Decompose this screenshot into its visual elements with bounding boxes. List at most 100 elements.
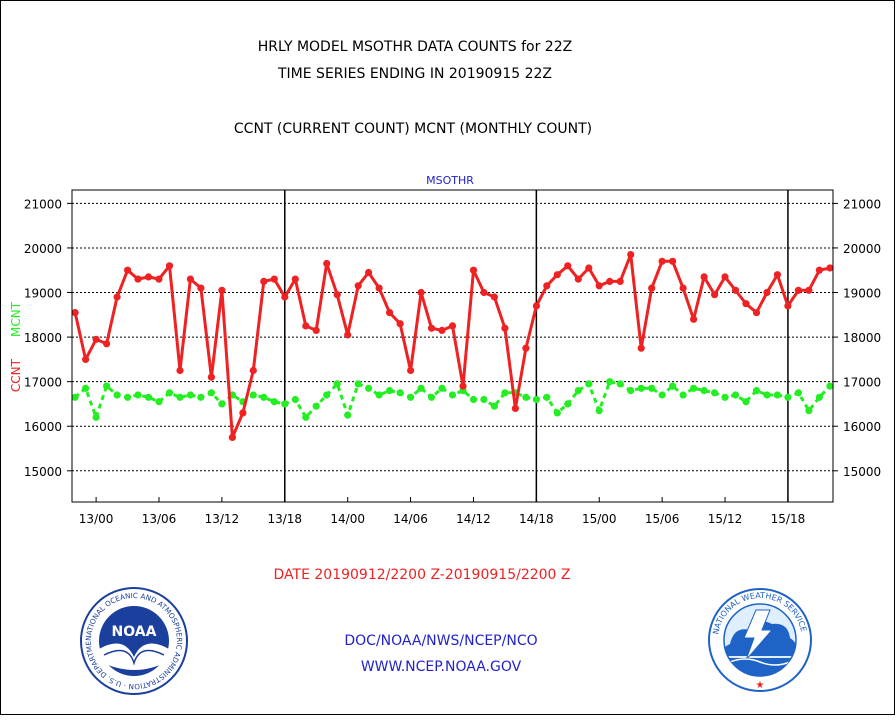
data-point-mcnt — [176, 393, 184, 401]
y-ticks: 15000 15000 16000 16000 17000 17000 18000 18000… — [24, 197, 881, 478]
data-point-ccnt — [165, 262, 174, 270]
data-point-ccnt — [690, 315, 698, 323]
ytick-label-left: 20000 — [24, 242, 62, 256]
data-point-ccnt — [773, 271, 782, 279]
data-point-mcnt — [564, 400, 572, 408]
data-point-ccnt — [375, 284, 383, 292]
data-point-ccnt — [731, 286, 740, 294]
data-point-ccnt — [805, 286, 813, 294]
title-line-2: TIME SERIES ENDING IN 20190915 22Z — [277, 66, 552, 82]
data-point-mcnt — [365, 384, 373, 392]
data-point-mcnt — [218, 400, 226, 408]
data-point-ccnt — [239, 409, 247, 417]
data-point-mcnt — [396, 389, 404, 397]
data-point-mcnt — [124, 393, 132, 401]
series-line-mcnt — [74, 380, 831, 419]
data-point-mcnt — [784, 393, 792, 401]
data-point-ccnt — [71, 309, 79, 317]
y-axis-label-mcnt: MCNT — [9, 301, 23, 337]
data-point-mcnt — [711, 389, 719, 397]
data-point-ccnt — [627, 251, 635, 259]
data-point-ccnt — [763, 288, 771, 297]
xtick-label: 13/12 — [205, 512, 240, 526]
data-point-mcnt — [197, 393, 205, 401]
data-point-mcnt — [92, 413, 100, 421]
title-line-1: HRLY MODEL MSOTHR DATA COUNTS for 22Z — [258, 39, 572, 55]
data-point-ccnt — [228, 433, 236, 441]
data-point-ccnt — [564, 262, 572, 270]
data-point-ccnt — [134, 275, 142, 283]
x-ticks: 13/00 13/06 13/12 13/18 14/00 14/06 14/12 14/18… — [79, 497, 805, 526]
data-point-ccnt — [270, 275, 278, 283]
y-axis-label-ccnt: CCNT — [9, 358, 23, 392]
nws-star-icon: ★ — [756, 680, 765, 691]
data-point-ccnt — [585, 264, 593, 272]
data-point-mcnt — [302, 413, 310, 421]
xtick-label: 13/00 — [79, 512, 114, 526]
grid-lines — [72, 202, 833, 472]
data-point-mcnt — [448, 391, 457, 399]
ytick-label-right: 21000 — [843, 197, 881, 211]
series-mcnt — [71, 378, 834, 421]
data-point-ccnt — [679, 284, 687, 292]
data-point-mcnt — [805, 407, 813, 415]
data-point-ccnt — [669, 257, 677, 265]
data-point-ccnt — [344, 331, 352, 339]
data-point-mcnt — [281, 400, 289, 408]
data-point-ccnt — [574, 275, 582, 283]
data-point-mcnt — [763, 391, 771, 399]
data-point-mcnt — [826, 382, 834, 390]
org-text: DOC/NOAA/NWS/NCEP/NCO — [344, 633, 537, 649]
data-point-ccnt — [113, 293, 121, 301]
data-point-mcnt — [270, 398, 278, 406]
data-point-ccnt — [616, 277, 624, 285]
data-point-mcnt — [165, 389, 174, 397]
data-point-mcnt — [721, 393, 729, 401]
xtick-label: 13/06 — [142, 512, 177, 526]
data-point-ccnt — [648, 284, 656, 292]
ytick-label-left: 15000 — [24, 465, 62, 479]
data-point-ccnt — [658, 257, 666, 265]
data-point-mcnt — [207, 389, 215, 397]
date-range: DATE 20190912/2200 Z-20190915/2200 Z — [274, 567, 571, 583]
data-point-mcnt — [249, 391, 257, 399]
noaa-logo-icon: NOAA NATIONAL OCEANIC AND ATMOSPHERIC AD… — [80, 587, 188, 695]
data-point-mcnt — [82, 384, 90, 392]
xtick-label: 15/06 — [645, 512, 680, 526]
data-point-ccnt — [323, 259, 331, 268]
data-point-mcnt — [616, 380, 624, 388]
data-point-mcnt — [742, 398, 750, 406]
xtick-label: 15/00 — [582, 512, 617, 526]
data-point-mcnt — [501, 389, 509, 397]
data-point-mcnt — [794, 389, 803, 397]
title-line-3: CCNT (CURRENT COUNT) MCNT (MONTHLY COUNT… — [234, 121, 592, 137]
data-point-mcnt — [585, 380, 593, 388]
data-point-mcnt — [480, 395, 488, 404]
data-point-ccnt — [711, 291, 719, 299]
series — [71, 251, 834, 441]
y-axis-label: CCNT MCNT — [9, 301, 23, 392]
xtick-label: 14/12 — [456, 512, 491, 526]
data-point-ccnt — [490, 293, 498, 301]
data-point-ccnt — [103, 340, 111, 348]
data-point-mcnt — [574, 387, 582, 395]
data-point-ccnt — [637, 344, 645, 352]
data-point-ccnt — [365, 268, 373, 277]
url-text: WWW.NCEP.NOAA.GOV — [361, 659, 522, 675]
noaa-logo-text: NOAA — [112, 624, 157, 640]
data-point-mcnt — [679, 391, 687, 399]
ytick-label-right: 18000 — [843, 331, 881, 345]
data-point-mcnt — [427, 393, 436, 401]
data-point-ccnt — [721, 273, 729, 281]
day-boundaries — [284, 190, 789, 502]
xtick-label: 15/12 — [708, 512, 743, 526]
data-point-mcnt — [344, 411, 352, 419]
ytick-label-right: 15000 — [843, 465, 881, 479]
data-point-ccnt — [742, 300, 750, 308]
data-point-mcnt — [469, 395, 478, 404]
data-point-ccnt — [407, 366, 415, 375]
data-point-ccnt — [396, 320, 404, 328]
data-point-mcnt — [690, 384, 698, 392]
data-point-ccnt — [815, 266, 824, 274]
